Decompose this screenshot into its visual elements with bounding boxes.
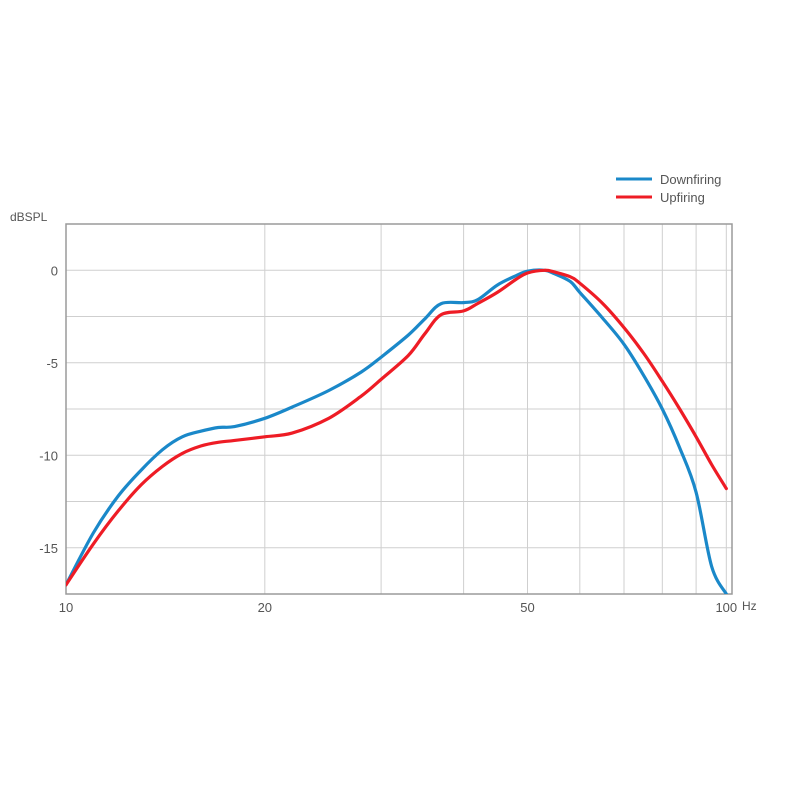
series-line-upfiring — [66, 268, 728, 587]
x-axis-label: Hz — [742, 599, 757, 613]
legend: Downfiring Upfiring — [616, 172, 721, 205]
tick-labels: 10 20 50 100 0 -5 -10 -15 — [39, 263, 737, 615]
x-tick-label: 50 — [520, 600, 534, 615]
series-lines — [66, 268, 728, 594]
y-tick-label: 0 — [51, 263, 58, 278]
y-tick-label: -5 — [46, 356, 58, 371]
y-tick-label: -15 — [39, 541, 58, 556]
y-axis-label: dBSPL — [10, 210, 48, 224]
x-tick-label: 20 — [258, 600, 272, 615]
x-tick-label: 10 — [59, 600, 73, 615]
x-tick-label: 100 — [715, 600, 737, 615]
series-line-downfiring — [66, 268, 728, 594]
legend-label-downfiring: Downfiring — [660, 172, 721, 187]
plot-frame — [65, 223, 733, 595]
y-tick-label: -10 — [39, 448, 58, 463]
grid — [66, 224, 732, 594]
legend-label-upfiring: Upfiring — [660, 190, 705, 205]
